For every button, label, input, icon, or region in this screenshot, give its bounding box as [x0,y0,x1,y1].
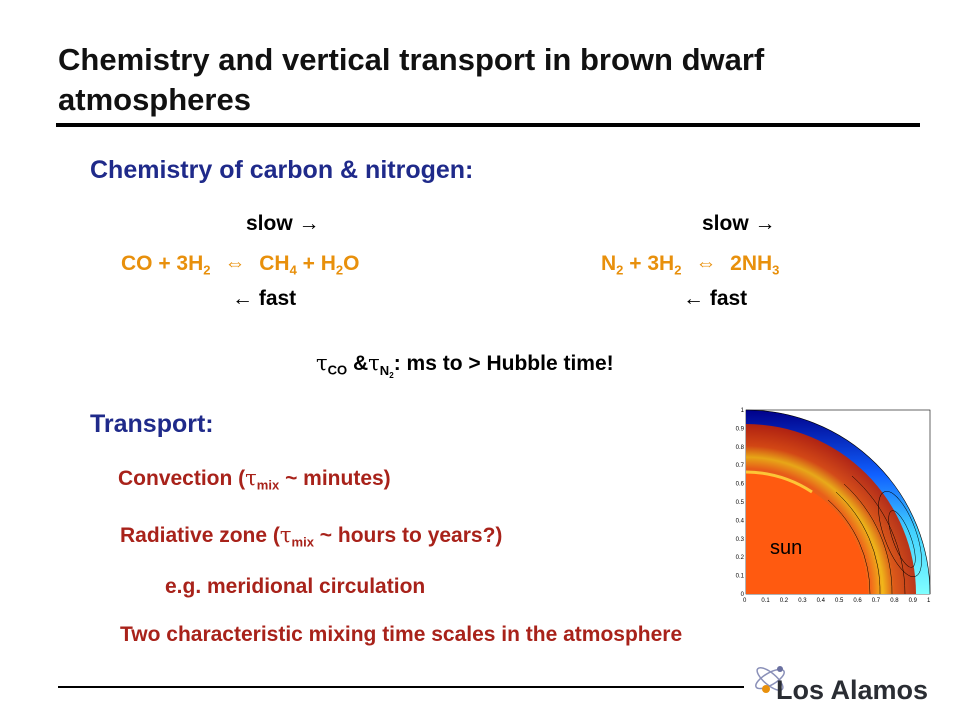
n2-subscript: N2 [379,362,394,380]
chemistry-heading: Chemistry of carbon & nitrogen: [90,156,474,184]
y-tick-label: 0 [741,592,745,598]
page-title: Chemistry and vertical transport in brow… [58,42,765,117]
h2-reactant: + 3H [629,252,675,275]
y-tick-label: 0.2 [736,555,745,561]
co-reactant: CO + 3H [121,252,204,275]
y-tick-label: 0.4 [736,518,745,524]
summary-text: Two characteristic mixing time scales in… [120,623,683,646]
timescale-range: : ms to > Hubble time! [393,352,614,375]
n2-reaction-equation: N2 + 3H2 ⇔ 2NH3 [601,252,780,278]
transport-heading: Transport: [90,410,214,438]
y-tick-label: 0.9 [736,426,745,432]
co-subscript: CO [327,362,348,378]
h2-subscript: 2 [674,262,682,278]
h2o-subscript: 2 [335,262,344,278]
co-reaction-slow-label: slow → [246,212,320,235]
mix-subscript: mix [291,534,314,550]
example-text: e.g. meridional circulation [165,575,426,598]
x-tick-label: 0.7 [872,598,881,604]
radiative-pre: Radiative zone ( [120,524,280,547]
h2o-product: + H [302,252,336,275]
y-tick-label: 0.3 [736,537,745,543]
ch4-product: CH [259,252,290,275]
footer-divider [58,686,744,688]
axis-ticks: 00 0.1 0.1 0.2 0.2 0.3 0.3 0.4 0.4 0.5 0.5 0.6 0.6 0.… [736,408,931,604]
equilibrium-arrow: ⇔ [695,252,717,275]
co-reaction-equation: CO + 3H2 ⇔ CH4 + H2O [121,252,360,278]
h2-subscript: 2 [203,262,211,278]
n2-subscript: 2 [616,262,624,278]
x-tick-label: 0.4 [817,598,826,604]
x-tick-label: 0 [743,598,747,604]
radiative-zone-text: Radiative zone (τmix ~ hours to years?) [120,523,503,550]
convection-post: ~ minutes) [279,467,391,490]
x-tick-label: 0.3 [798,598,807,604]
nh3-product: 2NH [730,252,773,275]
x-tick-label: 0.6 [853,598,862,604]
x-tick-label: 1 [927,598,931,604]
x-tick-label: 0.2 [780,598,789,604]
title-divider [56,123,920,127]
n-symbol: N [379,362,390,378]
y-tick-label: 0.8 [736,445,745,451]
convection-pre: Convection ( [118,467,246,490]
n2-reaction-fast-label: ← fast [683,287,748,310]
y-tick-label: 0.7 [736,463,745,469]
tau-symbol: τ [316,351,328,375]
atom-icon [755,666,785,693]
los-alamos-logo: Los Alamos [755,666,928,705]
sun-quadrant [746,410,930,594]
n2-sub-subscript: 2 [389,370,394,380]
y-tick-label: 1 [741,408,745,414]
n2-reactant: N [601,252,617,275]
co-reaction-fast-label: ← fast [232,287,297,310]
y-tick-label: 0.5 [736,500,745,506]
mix-subscript: mix [256,477,280,493]
oxygen-symbol: O [343,252,360,275]
timescale-statement: τCO &τN2: ms to > Hubble time! [316,351,614,380]
y-tick-label: 0.6 [736,482,745,488]
tau-symbol: τ [245,466,257,490]
radiative-post: ~ hours to years?) [313,524,503,547]
tau-symbol: τ [279,523,292,547]
n2-reaction-slow-label: slow → [702,212,776,235]
sun-label: sun [770,537,802,559]
ch4-subscript: 4 [289,262,297,278]
logo-wordmark: Los Alamos [776,675,928,705]
tau-symbol: τ [368,351,380,375]
x-tick-label: 0.1 [761,598,770,604]
sun-rotation-figure: 00 0.1 0.1 0.2 0.2 0.3 0.3 0.4 0.4 0.5 0.5 0.6 0.6 0.… [736,408,931,604]
ampersand: & [353,352,369,375]
x-tick-label: 0.8 [890,598,899,604]
y-tick-label: 0.1 [736,574,745,580]
nh3-subscript: 3 [772,262,780,278]
equilibrium-arrow: ⇔ [224,252,246,275]
convection-text: Convection (τmix ~ minutes) [118,466,391,493]
x-tick-label: 0.9 [909,598,918,604]
x-tick-label: 0.5 [835,598,844,604]
